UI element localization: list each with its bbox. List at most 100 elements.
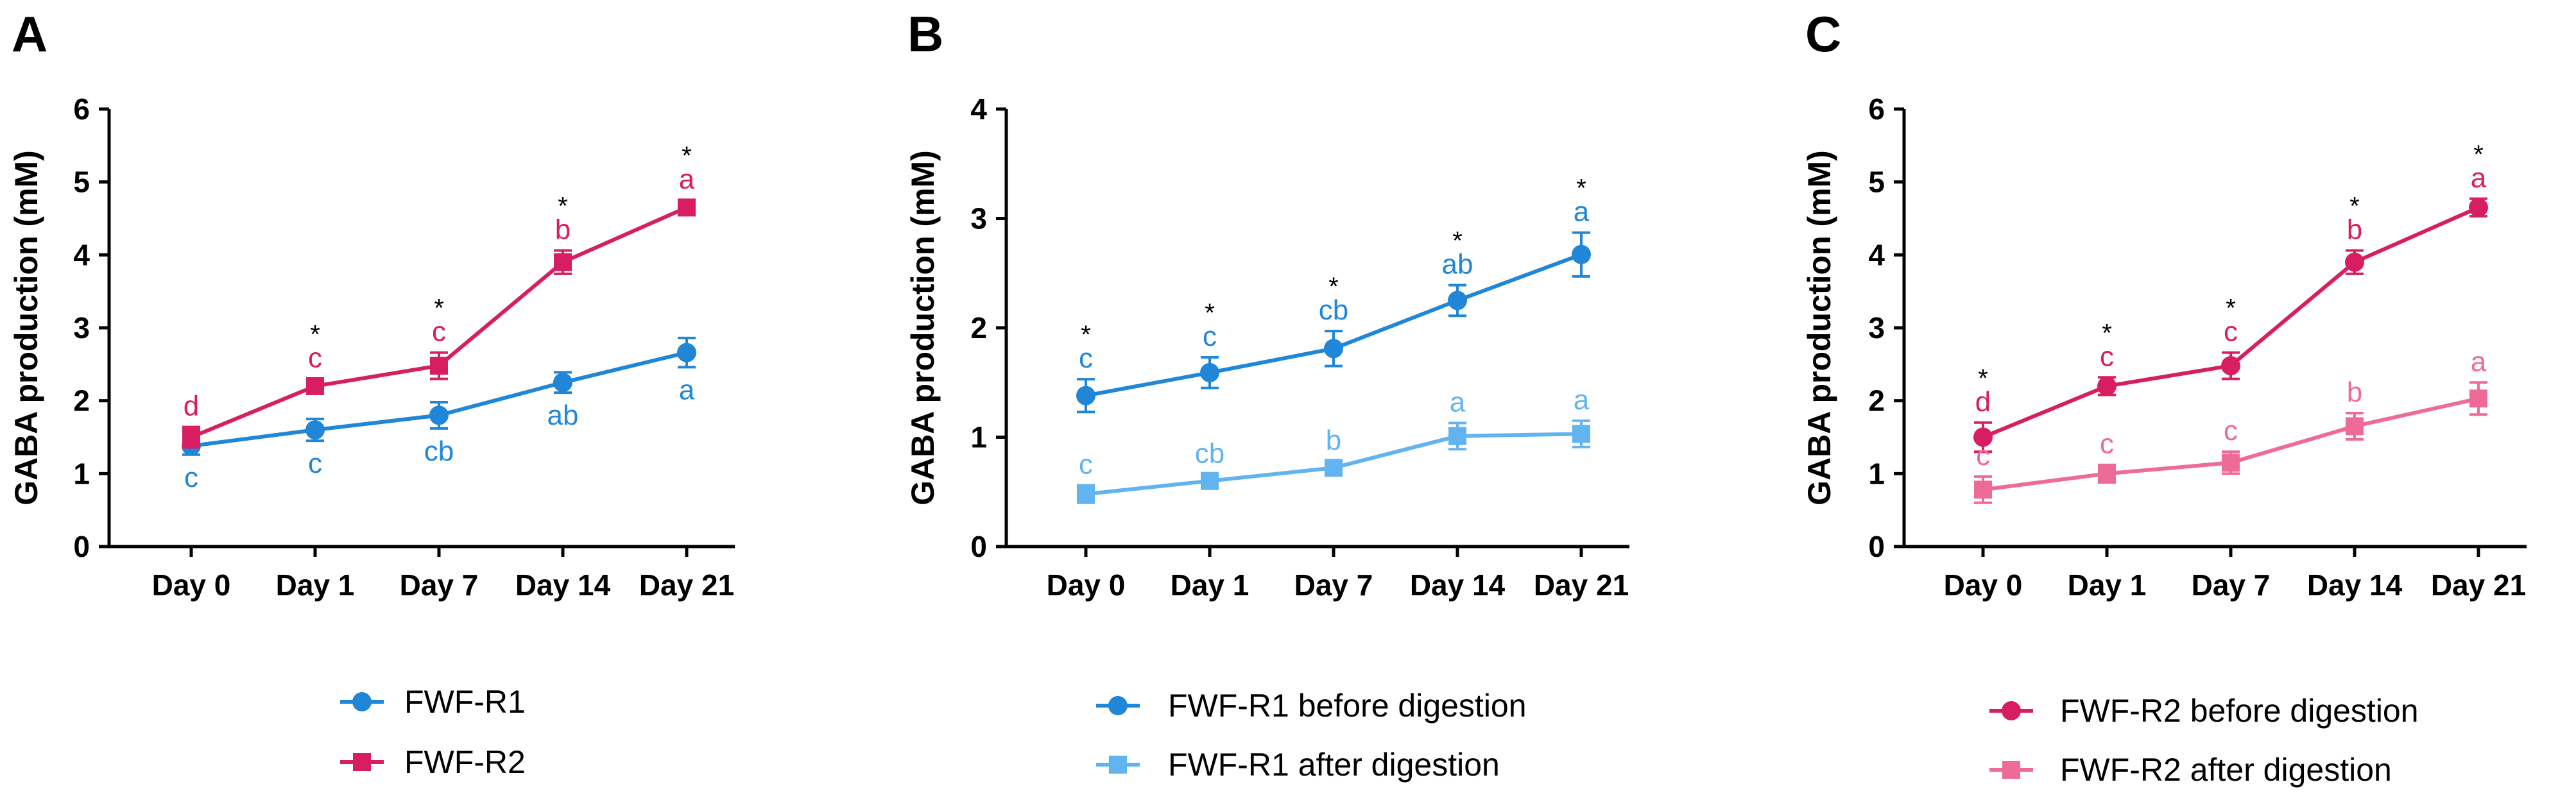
y-tick-label: 1 — [73, 457, 90, 490]
data-point — [554, 253, 572, 271]
legend-marker-2 — [2002, 761, 2020, 779]
significance-letter: c — [184, 462, 198, 493]
legend-marker-2 — [1109, 756, 1127, 774]
significance-letter: c — [1203, 321, 1217, 352]
y-tick-label: 2 — [970, 311, 987, 344]
y-tick-label: 6 — [73, 92, 90, 126]
y-tick-label: 0 — [1868, 530, 1885, 563]
x-tick-label: Day 0 — [152, 568, 231, 602]
significance-letter: a — [1450, 386, 1466, 418]
significance-letter: c — [2224, 415, 2238, 446]
y-tick-label: 0 — [73, 530, 90, 563]
legend-label-2: FWF-R2 — [404, 744, 526, 780]
significance-letter: c — [1079, 343, 1093, 374]
legend-label-2: FWF-R1 after digestion — [1168, 747, 1500, 783]
y-tick-label: 3 — [73, 311, 90, 344]
significance-star: * — [558, 192, 568, 221]
data-point — [1572, 425, 1590, 443]
significance-star: * — [1328, 273, 1339, 301]
data-point — [2469, 389, 2487, 408]
x-tick-label: Day 1 — [2068, 568, 2147, 602]
panel-label: B — [907, 6, 943, 62]
significance-letter: ab — [1442, 249, 1473, 280]
data-point — [678, 198, 696, 217]
significance-letter: a — [679, 374, 695, 405]
y-axis-title: GABA production (mM) — [1801, 150, 1837, 505]
x-tick-label: Day 14 — [1410, 568, 1506, 602]
y-tick-label: 4 — [1868, 238, 1885, 271]
y-tick-label: 2 — [1868, 384, 1885, 418]
significance-letter: d — [184, 391, 199, 422]
significance-letter: c — [308, 448, 322, 479]
x-tick-label: Day 21 — [1534, 568, 1629, 602]
data-point — [1325, 459, 1343, 477]
x-tick-label: Day 14 — [515, 568, 611, 602]
legend-marker-2 — [353, 753, 371, 771]
legend-label-1: FWF-R1 — [404, 684, 526, 720]
x-tick-label: Day 21 — [639, 568, 734, 602]
data-point — [182, 428, 200, 446]
data-point — [1572, 244, 1591, 264]
significance-letter: b — [2347, 377, 2362, 408]
data-point — [1324, 339, 1343, 359]
y-tick-label: 5 — [73, 166, 90, 199]
significance-letter: c — [432, 316, 446, 348]
x-tick-label: Day 0 — [1047, 568, 1126, 602]
data-point — [2221, 356, 2240, 376]
legend-marker-1 — [352, 692, 372, 711]
significance-letter: b — [2347, 214, 2362, 246]
data-point — [305, 420, 325, 440]
x-tick-label: Day 21 — [2431, 568, 2526, 602]
data-point — [1077, 485, 1095, 504]
y-tick-label: 4 — [73, 238, 90, 271]
significance-letter: b — [555, 214, 571, 246]
significance-letter: c — [2100, 341, 2114, 372]
legend-marker-1 — [2002, 701, 2021, 720]
significance-star: * — [2349, 192, 2360, 221]
significance-letter: a — [2471, 346, 2487, 377]
significance-letter: cb — [1319, 294, 1348, 326]
data-point — [2346, 417, 2364, 436]
significance-star: * — [682, 142, 692, 170]
y-tick-label: 3 — [970, 202, 987, 235]
x-tick-label: Day 7 — [400, 568, 479, 602]
y-tick-label: 4 — [970, 92, 987, 126]
significance-star: * — [2473, 140, 2484, 169]
y-tick-label: 6 — [1868, 92, 1885, 126]
significance-letter: a — [1574, 384, 1590, 416]
x-tick-label: Day 7 — [2192, 568, 2271, 602]
significance-letter: a — [1574, 196, 1590, 228]
x-tick-label: Day 7 — [1294, 568, 1373, 602]
significance-star: * — [1081, 321, 1091, 349]
data-point — [1448, 291, 1467, 310]
y-tick-label: 3 — [1868, 311, 1885, 344]
significance-letter: a — [2471, 162, 2487, 194]
significance-star: * — [2102, 319, 2112, 347]
significance-letter: a — [679, 164, 695, 195]
data-point — [1974, 480, 1992, 499]
significance-letter: c — [1976, 440, 1990, 471]
significance-letter: cb — [1195, 437, 1224, 469]
data-point — [306, 377, 324, 395]
y-tick-label: 1 — [970, 421, 987, 454]
data-point — [430, 357, 448, 375]
data-point — [2345, 252, 2364, 272]
x-tick-label: Day 1 — [1171, 568, 1249, 602]
significance-letter: b — [1326, 425, 1341, 456]
legend-label-2: FWF-R2 after digestion — [2060, 752, 2392, 788]
panel-label: C — [1805, 6, 1841, 62]
significance-star: * — [310, 321, 320, 349]
y-axis-title: GABA production (mM) — [8, 150, 44, 505]
significance-letter: c — [2224, 316, 2238, 348]
data-point — [2469, 198, 2488, 217]
data-point — [1973, 427, 1993, 447]
data-point — [677, 343, 696, 362]
significance-letter: c — [2100, 429, 2114, 460]
x-tick-label: Day 0 — [1944, 568, 2023, 602]
significance-letter: cb — [424, 436, 454, 467]
significance-letter: ab — [547, 400, 579, 431]
legend-label-1: FWF-R2 before digestion — [2060, 693, 2419, 729]
y-tick-label: 1 — [1868, 457, 1885, 490]
legend-marker-1 — [1108, 696, 1128, 715]
